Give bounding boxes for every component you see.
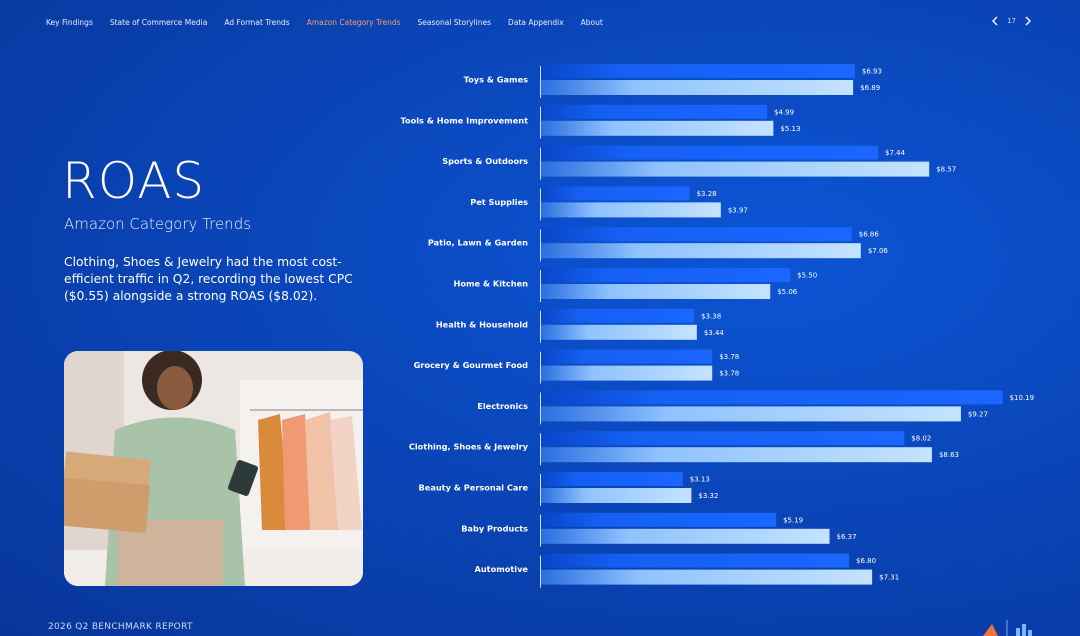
- bar: [541, 488, 692, 503]
- value-label: $6.86: [859, 231, 880, 239]
- bar: [541, 64, 855, 78]
- title: ROAS: [62, 152, 206, 210]
- category-label: Toys & Games: [464, 75, 529, 85]
- bar: [541, 528, 830, 544]
- page-number: 17: [1007, 17, 1016, 25]
- value-label: $6.93: [862, 68, 882, 76]
- nav-item[interactable]: About: [580, 18, 603, 27]
- value-label: $3.97: [728, 206, 748, 214]
- value-label: $3.28: [697, 190, 717, 198]
- category-label: Home & Kitchen: [453, 279, 528, 289]
- body-text: Clothing, Shoes & Jewelry had the most c…: [64, 255, 353, 303]
- category-label: Baby Products: [461, 523, 528, 533]
- logo: [983, 620, 1032, 636]
- category-label: Beauty & Personal Care: [419, 483, 529, 493]
- category-label: Patio, Lawn & Garden: [428, 238, 528, 248]
- bar: [541, 284, 771, 299]
- footer: 2026 Q2 BENCHMARK REPORT: [48, 622, 193, 632]
- next-arrow[interactable]: [1024, 16, 1032, 26]
- subtitle: Amazon Category Trends: [64, 215, 252, 233]
- value-label: $7.31: [879, 574, 899, 582]
- bar: [541, 308, 695, 323]
- value-label: $7.06: [868, 247, 889, 255]
- bar: [541, 512, 777, 527]
- bar: [541, 161, 930, 177]
- value-label: $5.19: [783, 516, 803, 524]
- nav-bar: Key Findings State of Commerce Media Ad Fo…: [46, 18, 603, 27]
- bar: [541, 431, 905, 446]
- nav-item[interactable]: Key Findings: [46, 18, 93, 27]
- pager: 17: [991, 16, 1032, 26]
- value-label: $8.02: [911, 435, 931, 443]
- bar: [541, 268, 791, 282]
- bar: [541, 472, 683, 486]
- nav-item[interactable]: Amazon Category Trends: [306, 18, 401, 27]
- nav-item[interactable]: Seasonal Storylines: [417, 18, 492, 27]
- category-label: Clothing, Shoes & Jewelry: [409, 442, 529, 452]
- value-label: $4.99: [774, 108, 794, 116]
- value-label: $3.78: [719, 370, 739, 378]
- bar: [541, 324, 697, 340]
- bar: [541, 145, 879, 160]
- value-label: $5.50: [797, 272, 817, 280]
- bar: [541, 553, 850, 568]
- value-label: $3.78: [719, 353, 739, 361]
- bar: [541, 390, 1003, 405]
- category-label: Automotive: [475, 564, 529, 574]
- bar: [541, 447, 932, 463]
- value-label: $6.80: [856, 557, 876, 565]
- nav-item[interactable]: State of Commerce Media: [109, 18, 208, 27]
- nav-item[interactable]: Ad Format Trends: [224, 18, 290, 27]
- category-label: Electronics: [477, 401, 528, 411]
- bar: [541, 227, 852, 242]
- bar: [541, 365, 713, 381]
- value-label: $6.89: [860, 84, 880, 92]
- value-label: $8.57: [936, 166, 956, 174]
- nav-item[interactable]: Data Appendix: [508, 18, 564, 27]
- bar: [541, 349, 713, 364]
- category-label: Sports & Outdoors: [442, 156, 528, 166]
- bar: [541, 406, 961, 422]
- value-label: $3.44: [704, 329, 725, 337]
- bar: [541, 202, 721, 218]
- value-label: $8.63: [939, 451, 959, 459]
- prev-arrow[interactable]: [991, 16, 999, 26]
- bar: [541, 243, 861, 259]
- bar: [541, 569, 873, 585]
- value-label: $5.06: [777, 288, 798, 296]
- category-label: Pet Supplies: [470, 197, 528, 207]
- photo: [64, 351, 363, 586]
- bar: [541, 80, 854, 95]
- value-label: $9.27: [968, 410, 988, 418]
- category-label: Tools & Home Improvement: [401, 115, 529, 125]
- value-label: $7.44: [885, 149, 906, 157]
- category-label: Health & Household: [436, 319, 528, 329]
- value-label: $3.13: [690, 476, 710, 484]
- value-label: $3.32: [698, 492, 718, 500]
- category-label: Grocery & Gourmet Food: [414, 360, 529, 370]
- bar: [541, 104, 768, 119]
- value-label: $3.38: [701, 312, 721, 320]
- bar: [541, 186, 690, 201]
- value-label: $6.37: [837, 533, 857, 541]
- value-label: $5.13: [780, 125, 800, 133]
- value-label: $10.19: [1010, 394, 1034, 402]
- bar: [541, 120, 774, 136]
